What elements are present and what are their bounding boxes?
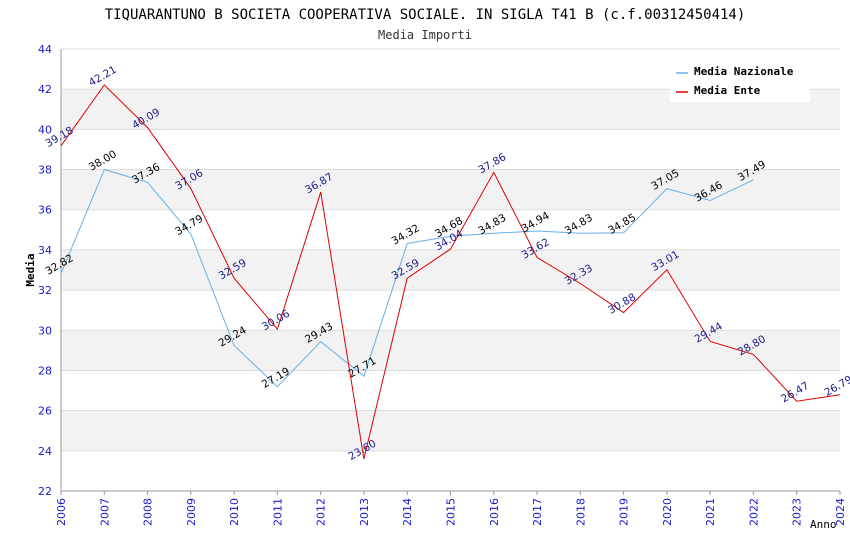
y-tick-36: 36	[38, 204, 52, 217]
x-tick-2010: 2010	[228, 498, 241, 526]
legend-box	[670, 60, 810, 102]
legend-label-media-nazionale: Media Nazionale	[694, 65, 794, 78]
data-label-media-ente-2007: 42.21	[87, 64, 119, 89]
x-tick-2013: 2013	[358, 498, 371, 526]
data-label-media-nazionale-2014: 34.32	[390, 222, 422, 247]
band-32-34	[61, 249, 840, 291]
data-label-media-ente-2023: 26.47	[779, 380, 811, 405]
y-tick-22: 22	[38, 485, 52, 498]
chart-title: TIQUARANTUNO B SOCIETA COOPERATIVA SOCIA…	[105, 7, 746, 23]
x-tick-2007: 2007	[98, 498, 111, 526]
y-tick-38: 38	[38, 164, 52, 177]
x-tick-2006: 2006	[55, 498, 68, 526]
y-tick-40: 40	[38, 123, 52, 136]
series-line-media-nazionale	[60, 168, 754, 388]
y-tick-labels: 22 24 26 28 30 32 34 36 38 40 42 44	[38, 43, 52, 498]
y-tick-28: 28	[38, 364, 52, 377]
data-label-media-ente-2019: 30.88	[606, 291, 638, 316]
y-tick-32: 32	[38, 284, 52, 297]
data-label-media-ente-2011: 30.06	[260, 308, 292, 334]
x-tick-2008: 2008	[142, 498, 155, 526]
x-tick-2015: 2015	[445, 498, 458, 526]
x-tick-2019: 2019	[618, 498, 631, 526]
y-axis-label: Media	[24, 253, 37, 286]
series-line-media-ente	[60, 84, 841, 460]
x-tick-2022: 2022	[747, 498, 760, 526]
x-tick-2020: 2020	[661, 498, 674, 526]
y-tick-30: 30	[38, 324, 52, 337]
x-tick-2009: 2009	[185, 498, 198, 526]
x-tick-2024: 2024	[834, 498, 847, 526]
x-tick-2016: 2016	[488, 498, 501, 526]
data-label-media-nazionale-2009: 34.79	[173, 213, 205, 238]
band-24-26	[61, 410, 840, 451]
y-tick-42: 42	[38, 83, 52, 96]
legend-label-media-ente: Media Ente	[694, 84, 761, 97]
x-axis-label: Anno	[810, 518, 837, 531]
x-tick-2014: 2014	[401, 498, 414, 526]
x-tick-2023: 2023	[791, 498, 804, 526]
series-lines	[60, 84, 841, 460]
x-tick-2018: 2018	[574, 498, 587, 526]
y-tick-34: 34	[38, 244, 52, 257]
y-tick-24: 24	[38, 445, 52, 458]
y-tick-44: 44	[38, 43, 52, 56]
y-tick-26: 26	[38, 405, 52, 418]
band-28-30	[61, 330, 840, 371]
plot-background-bands	[61, 89, 840, 451]
x-tick-2011: 2011	[271, 498, 284, 526]
legend: Media Nazionale Media Ente	[670, 60, 810, 102]
band-36-38	[61, 169, 840, 210]
x-tick-labels: 2006 2007 2008 2009 2010 2011 2012 2013 2014 2015…	[55, 491, 847, 526]
gridlines	[61, 48, 840, 492]
x-tick-2021: 2021	[704, 498, 717, 526]
chart-subtitle: Media Importi	[378, 28, 472, 42]
x-tick-2017: 2017	[531, 498, 544, 526]
x-tick-2012: 2012	[315, 498, 328, 526]
